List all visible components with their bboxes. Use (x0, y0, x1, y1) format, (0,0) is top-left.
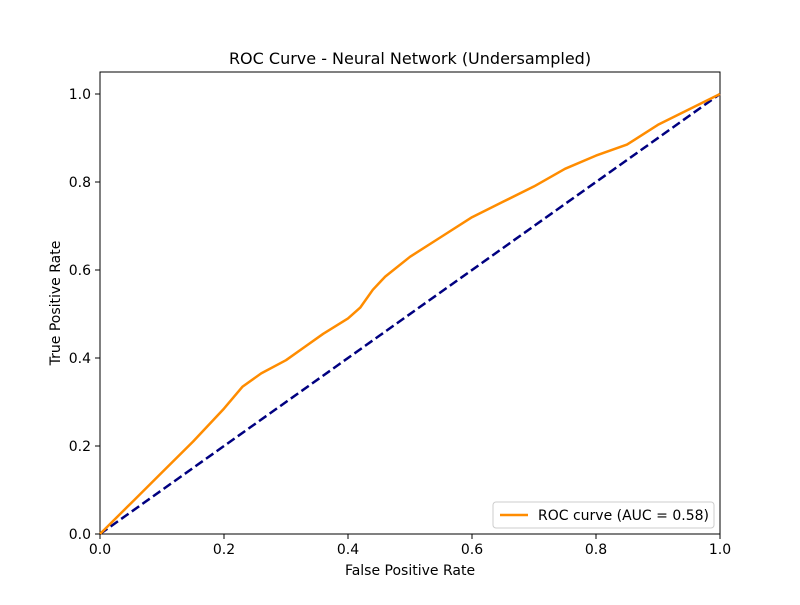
x-tick-label: 0.4 (337, 542, 359, 558)
x-tick-label: 0.6 (461, 542, 483, 558)
y-tick-label: 1.0 (69, 87, 91, 103)
x-tick-label: 1.0 (709, 542, 731, 558)
y-tick-label: 0.2 (69, 439, 91, 455)
x-tick-label: 0.2 (213, 542, 235, 558)
x-axis-ticks: 0.0 0.2 0.4 0.6 0.8 1.0 (89, 534, 731, 558)
legend: ROC curve (AUC = 0.58) (492, 501, 715, 529)
y-axis-ticks: 0.0 0.2 0.4 0.6 0.8 1.0 (69, 87, 100, 543)
x-axis-label: False Positive Rate (345, 563, 475, 579)
plot-frame (99, 71, 721, 535)
y-tick-label: 0.0 (69, 527, 91, 543)
legend-box (492, 501, 715, 529)
y-axis-label: True Positive Rate (48, 241, 64, 367)
chance-diagonal-line (99, 92, 721, 536)
y-tick-label: 0.8 (69, 175, 91, 191)
x-tick-label: 0.8 (585, 542, 607, 558)
chart-title: ROC Curve - Neural Network (Undersampled… (229, 49, 591, 68)
series-layer (99, 92, 721, 536)
y-tick-label: 0.4 (69, 351, 91, 367)
x-tick-label: 0.0 (89, 542, 111, 558)
legend-entry-roc: ROC curve (AUC = 0.58) (538, 508, 709, 524)
y-tick-label: 0.6 (69, 263, 91, 279)
roc-curve-line (99, 92, 721, 535)
